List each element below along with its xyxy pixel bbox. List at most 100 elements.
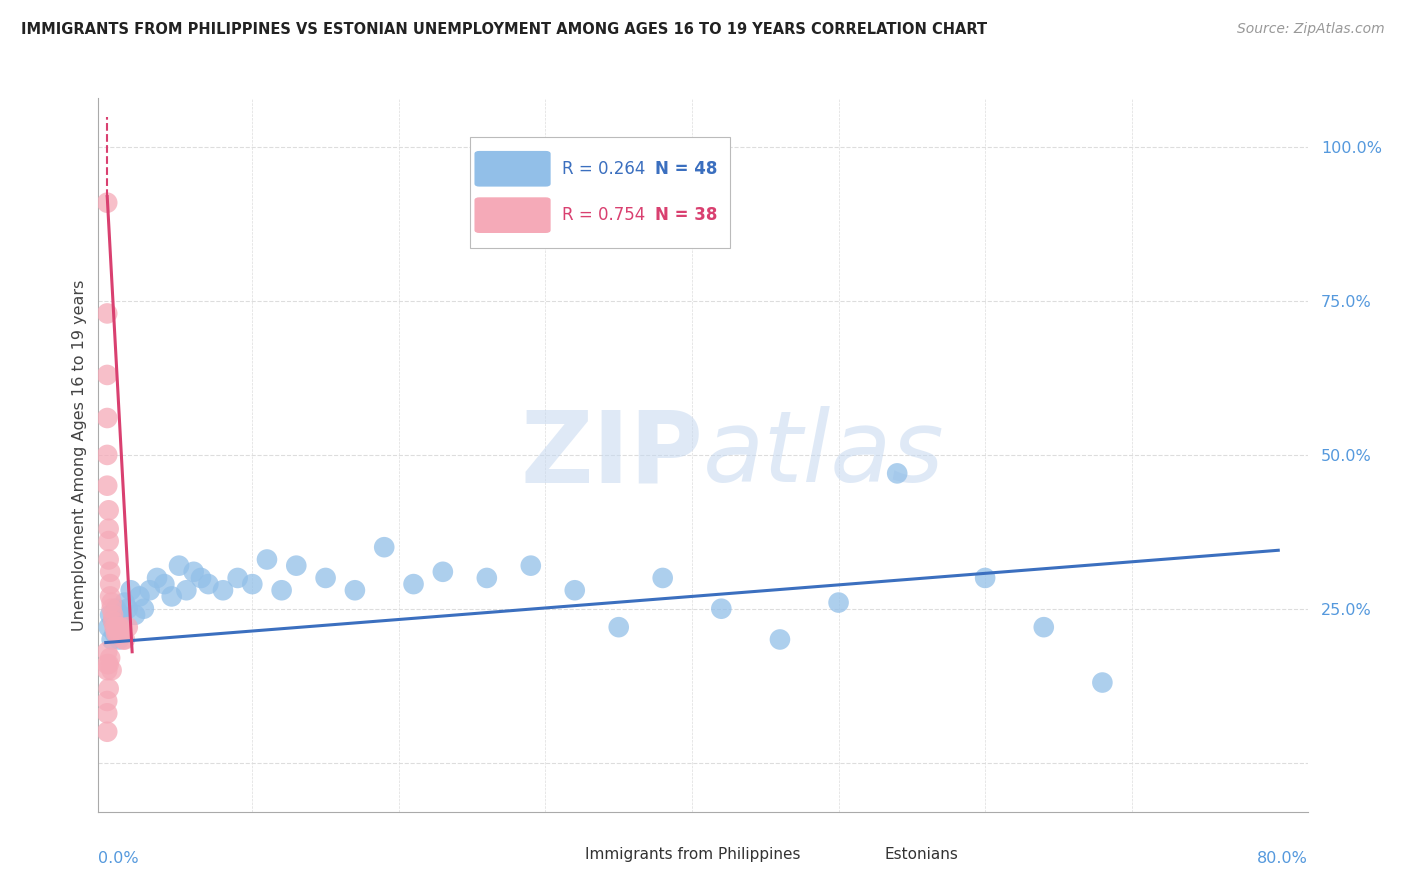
Text: Immigrants from Philippines: Immigrants from Philippines [585, 847, 800, 862]
Point [96, 663, 118, 677]
Point [107, 626, 129, 640]
Point [114, 632, 136, 647]
Point [98, 651, 121, 665]
Point [112, 632, 135, 647]
Point [98, 565, 121, 579]
Point [432, 565, 454, 579]
Point [100, 632, 122, 647]
Point [176, 583, 198, 598]
Point [97, 552, 120, 566]
Point [153, 577, 176, 591]
Point [183, 565, 205, 579]
Point [96, 478, 118, 492]
Point [96, 411, 118, 425]
FancyBboxPatch shape [470, 137, 730, 248]
Point [373, 540, 395, 554]
Point [96, 195, 118, 210]
Text: N = 38: N = 38 [655, 206, 717, 224]
Point [100, 663, 122, 677]
Point [710, 601, 733, 615]
Text: Estonians: Estonians [884, 847, 959, 862]
Point [124, 607, 146, 622]
Point [100, 596, 122, 610]
Point [97, 620, 120, 634]
Point [160, 590, 183, 604]
Text: R = 0.264: R = 0.264 [561, 160, 645, 178]
Point [146, 571, 169, 585]
Point [974, 571, 997, 585]
Text: atlas: atlas [703, 407, 945, 503]
FancyBboxPatch shape [524, 842, 579, 867]
FancyBboxPatch shape [474, 151, 551, 186]
Point [190, 571, 212, 585]
Point [97, 534, 120, 549]
Point [96, 645, 118, 659]
Point [100, 601, 122, 615]
Point [114, 596, 136, 610]
Point [105, 626, 128, 640]
Point [120, 583, 142, 598]
Point [520, 558, 543, 573]
Point [226, 571, 249, 585]
Point [475, 571, 498, 585]
Point [96, 724, 118, 739]
Text: 0.0%: 0.0% [98, 851, 139, 866]
Point [96, 368, 118, 382]
Text: ZIP: ZIP [520, 407, 703, 503]
Point [315, 571, 337, 585]
Y-axis label: Unemployment Among Ages 16 to 19 years: Unemployment Among Ages 16 to 19 years [72, 279, 87, 631]
Point [107, 620, 129, 634]
Point [96, 657, 118, 671]
Point [98, 577, 121, 591]
Point [564, 583, 586, 598]
Point [97, 503, 120, 517]
Point [97, 522, 120, 536]
Point [111, 614, 134, 628]
Text: Source: ZipAtlas.com: Source: ZipAtlas.com [1237, 22, 1385, 37]
Point [1091, 675, 1114, 690]
Point [886, 467, 908, 481]
Point [197, 577, 219, 591]
Point [108, 626, 131, 640]
Point [97, 681, 120, 696]
Point [117, 620, 139, 634]
Point [167, 558, 190, 573]
Point [110, 620, 132, 634]
Text: 80.0%: 80.0% [1257, 851, 1308, 866]
Point [138, 583, 160, 598]
Point [1032, 620, 1054, 634]
Point [108, 620, 131, 634]
Point [96, 306, 118, 320]
Point [103, 626, 125, 640]
Point [769, 632, 792, 647]
Point [98, 590, 121, 604]
Text: IMMIGRANTS FROM PHILIPPINES VS ESTONIAN UNEMPLOYMENT AMONG AGES 16 TO 19 YEARS C: IMMIGRANTS FROM PHILIPPINES VS ESTONIAN … [21, 22, 987, 37]
Point [117, 601, 139, 615]
FancyBboxPatch shape [474, 197, 551, 233]
Point [256, 552, 278, 566]
Point [98, 607, 121, 622]
FancyBboxPatch shape [823, 842, 879, 867]
Point [101, 607, 124, 622]
Point [240, 577, 263, 591]
Point [111, 626, 134, 640]
Point [96, 694, 118, 708]
Point [108, 632, 131, 647]
Point [128, 590, 150, 604]
Point [212, 583, 235, 598]
Point [285, 558, 308, 573]
Point [270, 583, 292, 598]
Point [132, 601, 155, 615]
Point [105, 620, 128, 634]
Point [97, 657, 120, 671]
Point [402, 577, 425, 591]
Point [607, 620, 630, 634]
Point [827, 596, 849, 610]
Point [105, 601, 128, 615]
Point [96, 706, 118, 721]
Point [343, 583, 366, 598]
Point [103, 620, 125, 634]
Point [101, 614, 124, 628]
Point [101, 614, 124, 628]
Point [651, 571, 673, 585]
